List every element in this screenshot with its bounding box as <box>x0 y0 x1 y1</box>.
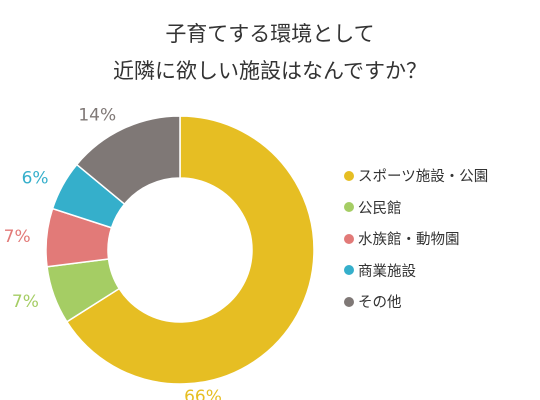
legend-item: 公民館 <box>344 192 488 224</box>
legend-swatch <box>344 170 354 181</box>
legend-item: スポーツ施設・公園 <box>344 160 488 192</box>
legend-item: その他 <box>344 286 488 318</box>
legend-swatch <box>344 296 354 307</box>
chart-legend: スポーツ施設・公園 公民館 水族館・動物園 商業施設 その他 <box>344 160 488 318</box>
chart-title: 子育てする環境として 近隣に欲しい施設はなんですか？ <box>0 16 540 90</box>
legend-swatch <box>344 233 354 244</box>
legend-label: 水族館・動物園 <box>358 232 460 249</box>
legend-label: 公民館 <box>358 200 402 217</box>
donut-slice <box>75 115 181 206</box>
value-label: 7% <box>12 292 39 312</box>
legend-swatch <box>344 265 354 276</box>
legend-label: その他 <box>358 295 402 312</box>
value-label: 6% <box>22 169 49 189</box>
legend-swatch <box>344 202 354 213</box>
chart-title-line-1: 子育てする環境として <box>165 22 375 46</box>
chart-title-line-2: 近隣に欲しい施設はなんですか？ <box>113 59 427 83</box>
legend-label: スポーツ施設・公園 <box>358 169 489 186</box>
legend-item: 商業施設 <box>344 255 488 287</box>
donut-slice <box>65 115 315 385</box>
legend-item: 水族館・動物園 <box>344 223 488 255</box>
value-label: 66% <box>184 387 222 400</box>
value-label: 7% <box>4 227 31 247</box>
value-label: 14% <box>78 105 116 125</box>
legend-label: 商業施設 <box>358 263 416 280</box>
